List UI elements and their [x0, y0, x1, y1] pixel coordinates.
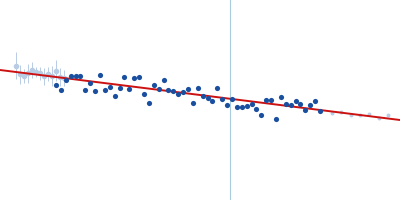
Point — [366, 112, 372, 116]
Point — [278, 95, 284, 98]
Point — [317, 109, 323, 112]
Point — [357, 113, 363, 116]
Point — [126, 87, 132, 91]
Point — [131, 77, 138, 80]
Point — [297, 103, 304, 106]
Point — [253, 108, 260, 111]
Point — [282, 102, 289, 105]
Point — [97, 74, 103, 77]
Point — [160, 79, 167, 82]
Point — [170, 90, 176, 93]
Point — [219, 98, 226, 101]
Point — [234, 105, 240, 108]
Point — [62, 79, 69, 82]
Point — [150, 84, 157, 87]
Point — [273, 118, 279, 121]
Point — [214, 86, 220, 90]
Point — [348, 113, 354, 117]
Point — [121, 75, 128, 78]
Point — [224, 103, 230, 106]
Point — [136, 75, 142, 78]
Point — [53, 83, 59, 87]
Point — [102, 88, 108, 92]
Point — [106, 86, 113, 89]
Point — [87, 82, 94, 85]
Point — [244, 104, 250, 107]
Point — [204, 97, 211, 100]
Point — [385, 113, 391, 116]
Point — [82, 89, 88, 92]
Point — [258, 113, 264, 116]
Point — [229, 98, 235, 101]
Point — [58, 88, 64, 92]
Point — [338, 110, 344, 113]
Point — [165, 89, 172, 92]
Point — [302, 109, 308, 112]
Point — [72, 75, 79, 78]
Point — [92, 90, 98, 93]
Point — [292, 100, 299, 103]
Point — [263, 98, 270, 101]
Point — [268, 99, 274, 102]
Point — [180, 91, 186, 94]
Point — [146, 101, 152, 104]
Point — [312, 100, 318, 103]
Point — [190, 102, 196, 105]
Point — [116, 87, 123, 90]
Point — [209, 99, 216, 102]
Point — [329, 111, 335, 115]
Point — [141, 92, 147, 95]
Point — [77, 75, 84, 78]
Point — [185, 87, 191, 91]
Point — [112, 95, 118, 98]
Point — [248, 103, 255, 106]
Point — [376, 117, 382, 120]
Point — [194, 86, 201, 90]
Point — [307, 104, 314, 107]
Point — [238, 105, 245, 108]
Point — [68, 75, 74, 78]
Point — [200, 94, 206, 97]
Point — [156, 87, 162, 90]
Point — [288, 103, 294, 107]
Point — [175, 93, 182, 96]
